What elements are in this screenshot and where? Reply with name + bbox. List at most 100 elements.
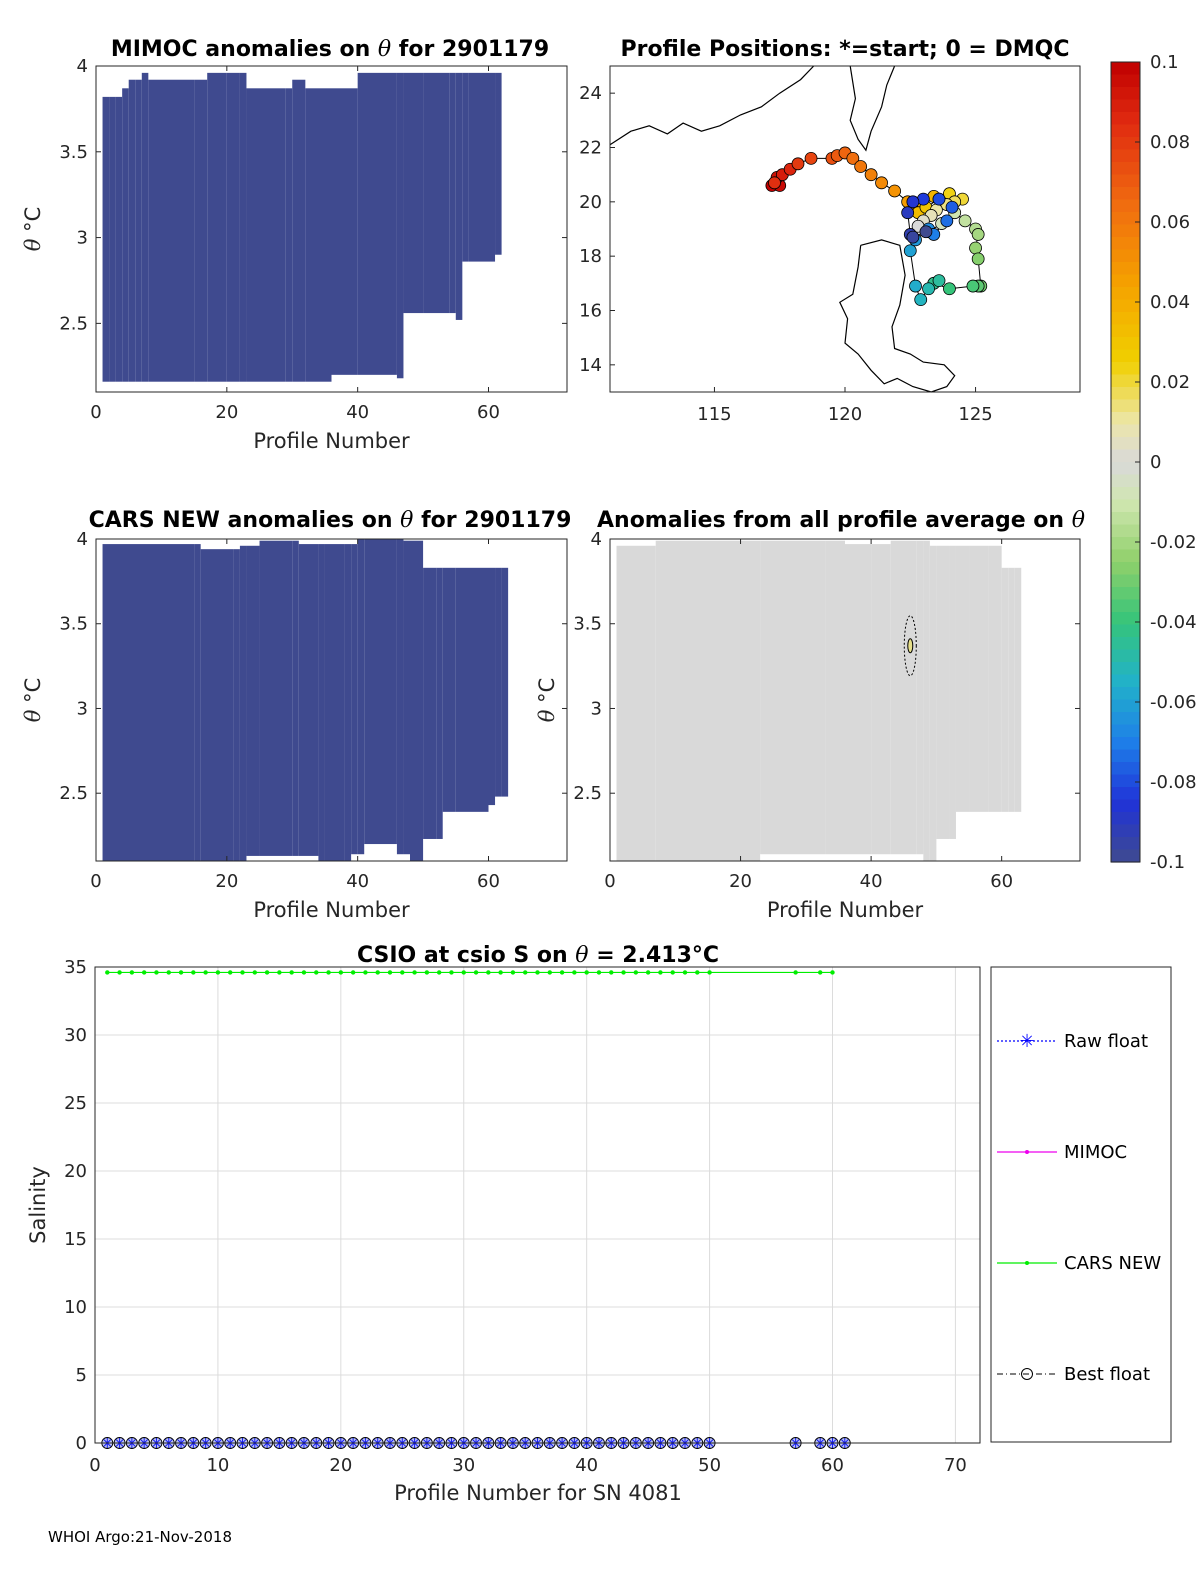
colorbar-segment (1111, 387, 1140, 401)
y-tick-label: 10 (64, 1297, 87, 1318)
profile-position-point (846, 151, 860, 165)
axes-frame (95, 65, 568, 393)
colorbar-segment (1111, 849, 1140, 863)
series-point (424, 970, 430, 975)
colorbar-segment (1111, 499, 1140, 513)
colorbar-tick-label: -0.06 (1150, 692, 1197, 713)
colorbar-segment (1111, 112, 1140, 126)
coastline (839, 239, 956, 393)
axes-frame (609, 538, 1081, 862)
legend-label-raw-float: Raw float (1064, 1031, 1148, 1052)
y-tick-label: 3.5 (59, 614, 88, 635)
heatmap-cell (423, 567, 437, 839)
x-tick-label: 0 (90, 402, 101, 423)
contour-inner (907, 638, 914, 654)
series-point (658, 970, 663, 975)
heatmap-cell (423, 72, 450, 314)
colorbar-segment (1111, 662, 1140, 676)
colorbar-segment (1111, 787, 1140, 801)
series-point (338, 970, 344, 975)
colorbar-segment (1111, 149, 1140, 163)
heatmap-cell (495, 567, 502, 797)
colorbar-tick-label: -0.04 (1150, 612, 1197, 633)
all-profile-anomaly-plot: 0 20 40 60 2.5 3 3.5 4 Profile Number θ °C (535, 529, 1081, 922)
series-point (461, 970, 466, 975)
profile-position-point (906, 230, 920, 244)
colorbar-segment (1111, 612, 1140, 626)
series-point (154, 970, 159, 975)
heatmap-cell (194, 544, 201, 861)
colorbar-segment (1111, 87, 1140, 101)
colorbar-segment (1111, 537, 1140, 551)
y-tick-label: 16 (579, 301, 602, 322)
heatmap-cell (455, 567, 489, 812)
heatmap-cell (488, 567, 496, 806)
heatmap-cell (194, 79, 208, 382)
colorbar-segment (1111, 337, 1140, 351)
colorbar-segment (1111, 774, 1140, 788)
heatmap-cell (501, 567, 509, 797)
series-point (387, 970, 393, 975)
series-point (682, 970, 688, 975)
profile-position-point (943, 282, 956, 296)
legend-label-best-float: Best float (1064, 1364, 1150, 1385)
colorbar-segment (1111, 137, 1140, 151)
heatmap-cell (825, 540, 845, 855)
footer-credit: WHOI Argo:21-Nov-2018 (48, 1528, 232, 1546)
y-tick-label: 30 (64, 1025, 87, 1046)
series-point (707, 970, 712, 975)
series-point (105, 970, 110, 975)
axes-frame (94, 966, 981, 1444)
y-tick-label: 2.5 (59, 783, 88, 804)
profile-position-point (909, 279, 922, 293)
heatmap-cell (344, 544, 352, 861)
colorbar-segment (1111, 824, 1140, 838)
series-point (326, 970, 331, 975)
y-axis-unit: °C (21, 207, 45, 232)
legend-entry-mimoc: MIMOC (997, 1142, 1127, 1163)
series-point (412, 970, 417, 975)
heatmap-cell (122, 88, 129, 382)
series-point (572, 970, 577, 975)
series-point (670, 970, 675, 975)
cars-anomaly-plot: 0 20 40 60 2.5 3 3.5 4 Profile Number θ °C (21, 529, 568, 922)
colorbar-segment (1111, 412, 1140, 426)
cars-title: CARS NEW anomalies on θ for 2901179 (89, 508, 572, 533)
star-marker-icon: ✳ (1019, 1031, 1034, 1052)
series-point (449, 970, 454, 975)
series-point (252, 970, 257, 975)
heatmap-cell (233, 549, 240, 861)
x-tick-label: 30 (452, 1455, 475, 1476)
heatmap-cell (357, 539, 365, 855)
heatmap-cell (871, 544, 891, 855)
heatmap-cell (364, 539, 397, 845)
salinity-title: CSIO at csio S on θ = 2.413°C (357, 943, 719, 968)
heatmap-cell (916, 540, 924, 855)
profile-positions-map: 115 120 125 14 16 18 20 22 24 (579, 65, 1081, 425)
heatmap-cell (141, 72, 149, 382)
y-tick-label: 20 (64, 1161, 87, 1182)
profile-position-point (919, 225, 933, 239)
y-tick-label: 25 (64, 1093, 87, 1114)
heatmap-cell (936, 545, 950, 839)
profile-position-point (940, 214, 954, 228)
y-axis-label: θ °C (21, 207, 45, 252)
heatmap-cell (462, 72, 469, 262)
colorbar-segment (1111, 174, 1140, 188)
series-point (818, 970, 823, 975)
colorbar-segment (1111, 687, 1140, 701)
x-tick-label: 20 (329, 1455, 352, 1476)
y-tick-label: 4 (77, 529, 88, 550)
y-tick-label: 35 (64, 957, 87, 978)
heatmap-cell (318, 544, 325, 861)
profile-position-point (971, 252, 985, 266)
heatmap-cell (115, 96, 123, 382)
heatmap-cell (403, 540, 410, 855)
colorbar-segment (1111, 812, 1140, 826)
heatmap-cell (488, 72, 496, 262)
profile-position-point (875, 176, 888, 190)
y-tick-label: 4 (591, 529, 602, 550)
profile-position-point (888, 184, 902, 198)
series-point (830, 970, 835, 975)
